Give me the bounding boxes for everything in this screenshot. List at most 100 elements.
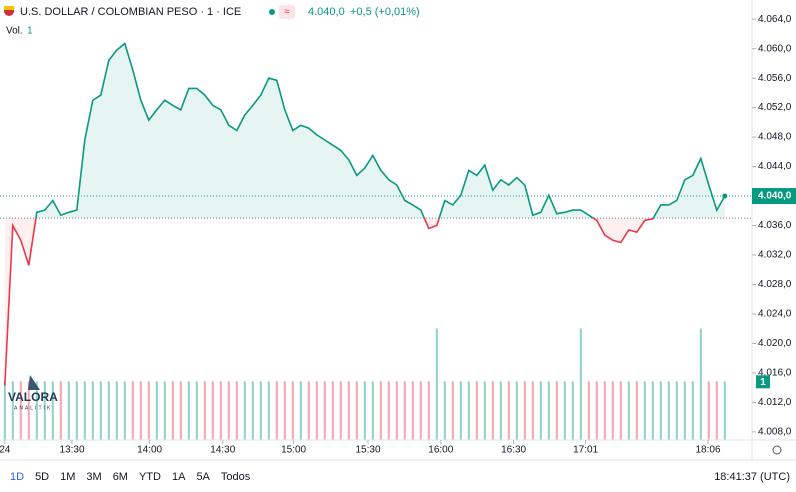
volume-bar <box>619 381 622 440</box>
range-button[interactable]: 5A <box>196 471 210 483</box>
volume-bar <box>539 381 542 440</box>
volume-bar <box>27 381 30 440</box>
range-button[interactable]: 6M <box>113 471 128 483</box>
volume-bar <box>387 381 390 440</box>
volume-bar <box>251 381 254 440</box>
volume-bar <box>395 381 398 440</box>
range-button[interactable]: 3M <box>86 471 101 483</box>
volume-bar <box>579 328 582 440</box>
volume-label: Vol. <box>6 26 23 37</box>
clock: 18:41:37 (UTC) <box>714 471 790 483</box>
volume-bar <box>11 381 14 440</box>
volume-bar <box>259 381 262 440</box>
volume-bar <box>515 381 518 440</box>
volume-bar <box>131 381 134 440</box>
volume-bar <box>643 381 646 440</box>
volume-bar <box>379 381 382 440</box>
range-button[interactable]: Todos <box>221 471 251 483</box>
volume-bar <box>371 381 374 440</box>
volume-bar <box>659 381 662 440</box>
volume-bar <box>467 381 470 440</box>
volume-bar <box>3 381 6 440</box>
volume-bar <box>339 381 342 440</box>
volume-bar <box>491 381 494 440</box>
x-tick-label: 17:01 <box>573 445 598 456</box>
range-button[interactable]: 1A <box>172 471 186 483</box>
volume-box <box>756 375 770 389</box>
volume-bar <box>91 381 94 440</box>
x-tick-label: 14:30 <box>210 445 235 456</box>
x-tick-label: 15:00 <box>281 445 306 456</box>
volume-bar <box>211 381 214 440</box>
volume-bar <box>51 381 54 440</box>
range-button[interactable]: YTD <box>139 471 161 483</box>
volume-bar <box>603 381 606 440</box>
volume-bar <box>123 381 126 440</box>
volume-bar <box>275 381 278 440</box>
volume-bar <box>691 381 694 440</box>
y-tick-label: 4.008,0 <box>758 427 792 438</box>
volume-bar <box>267 381 270 440</box>
volume-bar <box>443 381 446 440</box>
volume-bar <box>483 381 486 440</box>
status-dot <box>269 9 275 15</box>
volume-bar <box>43 381 46 440</box>
volume-bar <box>347 381 350 440</box>
range-button[interactable]: 1D <box>10 471 24 483</box>
price-layer <box>0 42 752 386</box>
logo-sub: ANALITIK <box>14 405 52 411</box>
volume-bar <box>523 381 526 440</box>
y-tick-label: 4.060,0 <box>758 43 792 54</box>
volume-bar <box>315 381 318 440</box>
volume-bar <box>187 381 190 440</box>
x-tick-label: 16:00 <box>428 445 453 456</box>
logo-mark <box>28 375 40 390</box>
y-tick-label: 4.016,0 <box>758 368 792 379</box>
volume-bar <box>563 381 566 440</box>
volume-bar <box>451 381 454 440</box>
volume-bar <box>403 381 406 440</box>
volume-bar <box>459 381 462 440</box>
volume-bar <box>627 381 630 440</box>
volume-bar <box>203 381 206 440</box>
y-tick-label: 4.012,0 <box>758 397 792 408</box>
volume-bar <box>171 381 174 440</box>
volume-bar <box>683 381 686 440</box>
volume-bar <box>571 381 574 440</box>
range-button[interactable]: 1M <box>60 471 75 483</box>
volume-box-label: 1 <box>760 377 766 388</box>
volume-bar <box>595 381 598 440</box>
price-line <box>4 42 726 386</box>
volume-bar <box>699 328 702 440</box>
status-badge <box>279 5 295 19</box>
volume-bar <box>707 381 710 440</box>
y-tick-label: 4.024,0 <box>758 309 792 320</box>
volume-bar <box>587 381 590 440</box>
x-tick-label: 14:00 <box>137 445 162 456</box>
volume-bar <box>147 381 150 440</box>
volume-bar <box>67 381 70 440</box>
last-price-box <box>752 188 796 205</box>
volume-bar <box>299 381 302 440</box>
volume-bar <box>635 381 638 440</box>
x-tick-label: 18:06 <box>695 445 720 456</box>
volume-value: 1 <box>27 26 33 37</box>
y-tick-label: 4.056,0 <box>758 73 792 84</box>
settings-icon[interactable] <box>772 445 782 455</box>
volume-bar <box>227 381 230 440</box>
status-icon: ≈ <box>284 7 290 18</box>
logo: VALORA <box>8 390 58 404</box>
range-button[interactable]: 5D <box>35 471 49 483</box>
volume-bar <box>283 381 286 440</box>
y-tick-label: 4.028,0 <box>758 279 792 290</box>
volume-bar <box>419 381 422 440</box>
volume-bar <box>323 381 326 440</box>
volume-bar <box>507 381 510 440</box>
volume-bar <box>139 381 142 440</box>
volume-bar <box>307 381 310 440</box>
volume-bar <box>715 381 718 440</box>
volume-bar <box>195 381 198 440</box>
volume-bar <box>243 381 246 440</box>
volume-bar <box>547 381 550 440</box>
